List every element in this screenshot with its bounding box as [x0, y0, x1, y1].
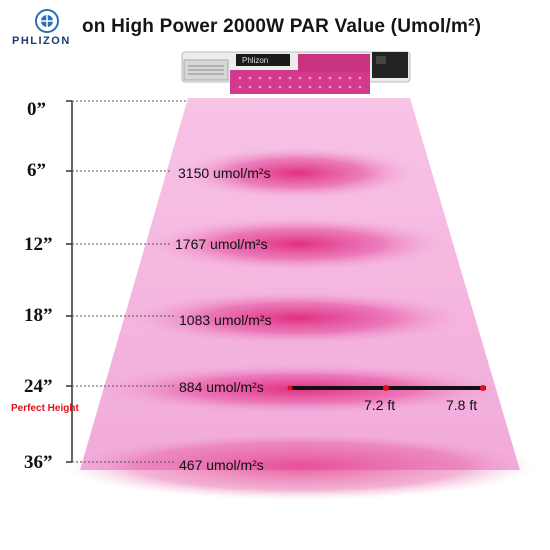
par-value-12: 1767 umol/m²s: [175, 236, 268, 252]
height-label-24: 24”: [24, 376, 53, 397]
height-label-0: 0”: [27, 99, 46, 120]
brand-logo-icon: [35, 9, 59, 33]
height-label-18: 18”: [24, 305, 53, 326]
par-value-18: 1083 umol/m²s: [179, 312, 272, 328]
fixture-led-dots: [238, 76, 362, 89]
coverage-label-7-2: 7.2 ft: [364, 397, 396, 413]
hot-spot-6: [178, 147, 418, 199]
height-label-12: 12”: [24, 234, 53, 255]
coverage-marker-7-8: [480, 385, 486, 391]
par-value-24: 884 umol/m²s: [179, 379, 264, 395]
height-ticks: [66, 100, 72, 463]
par-value-36: 467 umol/m²s: [179, 457, 264, 473]
brand-logo-text: PHLIZON: [12, 35, 71, 47]
coverage-marker-7-2: [383, 385, 389, 391]
fixture-led-panel-right: [298, 54, 370, 72]
height-label-6: 6”: [27, 160, 46, 181]
hot-spot-36: [65, 432, 535, 500]
perfect-height-label: Perfect Height: [11, 403, 79, 414]
fixture-led-panel: [230, 70, 370, 94]
guide-lines: [72, 100, 188, 463]
fixture-fan-block: [372, 52, 408, 78]
led-grow-light-fixture: Phlizon: [181, 51, 411, 94]
fixture-panel-text: Phlizon: [242, 56, 268, 65]
fixture-fan-block-2: [376, 56, 386, 64]
coverage-start-dot: [287, 385, 293, 391]
hot-spot-18: [128, 291, 468, 345]
height-label-36: 36”: [24, 452, 53, 473]
fixture-top-panel: [236, 54, 290, 66]
coverage-label-7-8: 7.8 ft: [446, 397, 478, 413]
hot-spot-12: [148, 217, 448, 271]
page-title: on High Power 2000W PAR Value (Umol/m²): [82, 16, 482, 37]
par-value-6: 3150 umol/m²s: [178, 165, 271, 181]
fixture-vent-slots: [188, 65, 224, 75]
